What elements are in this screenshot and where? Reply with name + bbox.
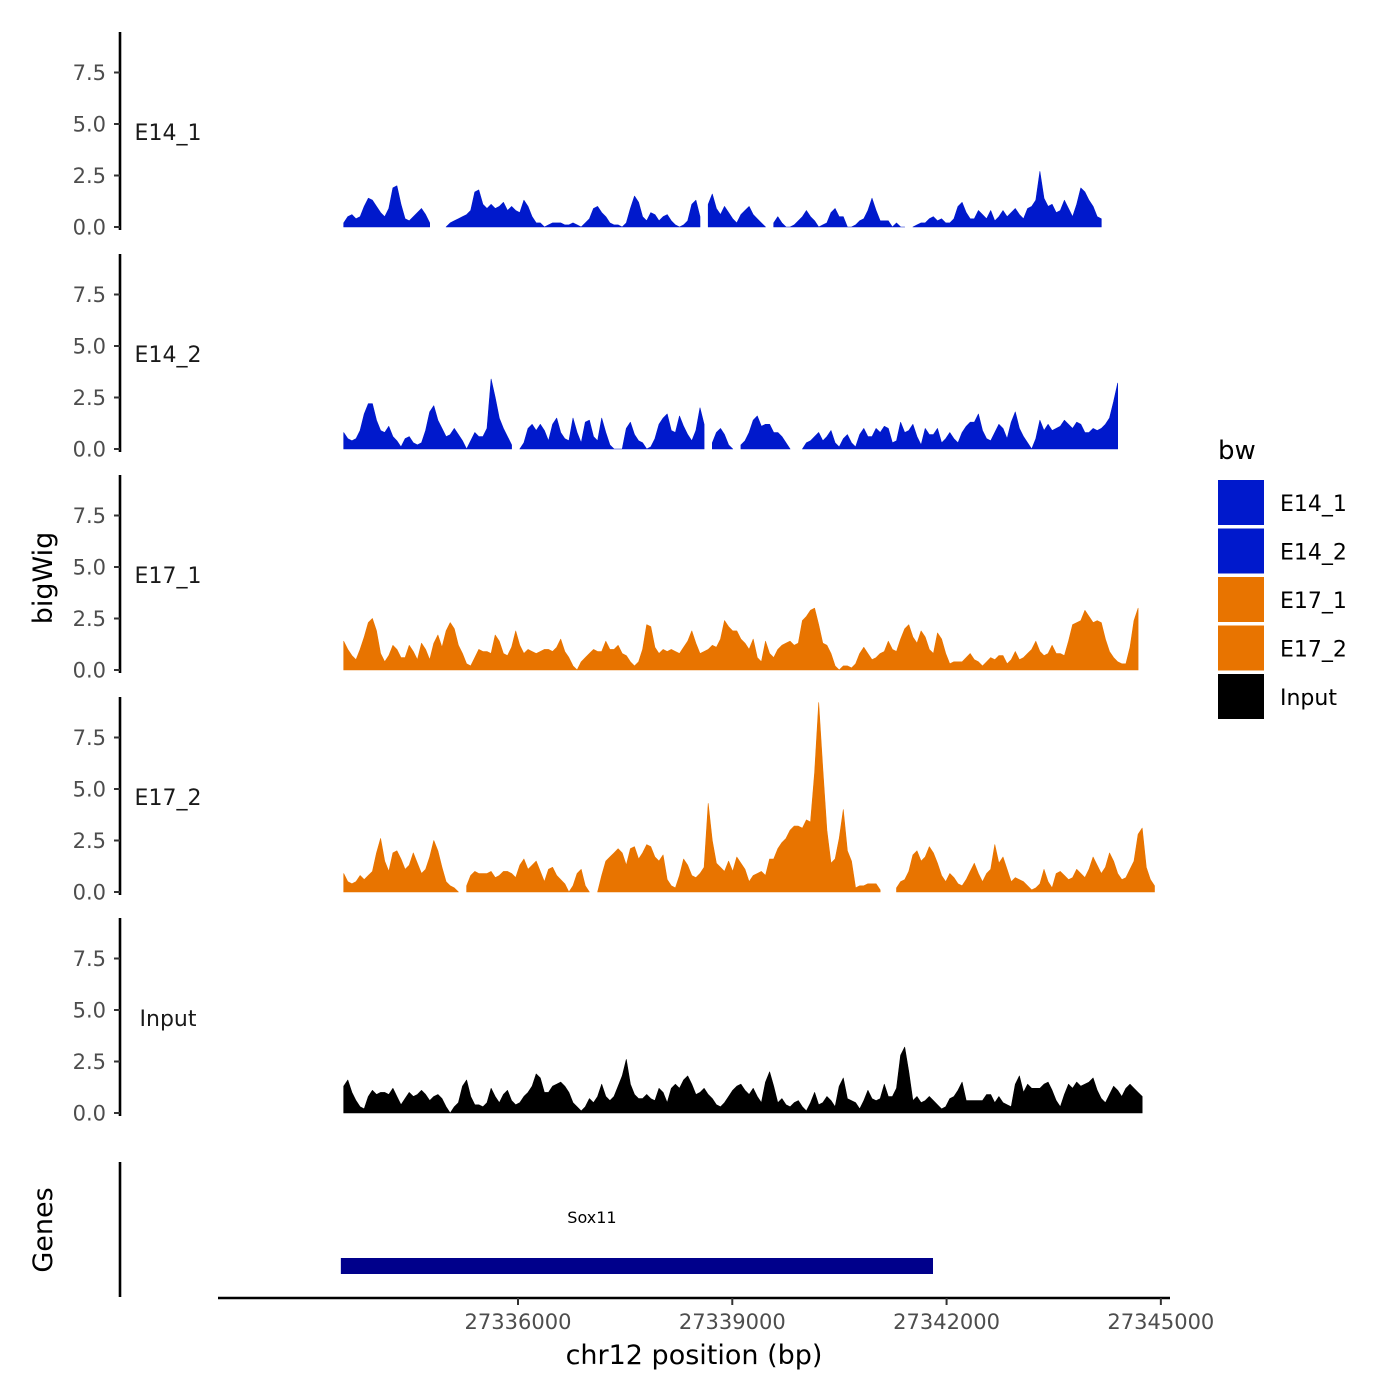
legend-swatch-E14_2: [1218, 528, 1264, 574]
signal-area-E14_1: [343, 185, 430, 228]
y-tick-label: 2.5: [73, 1050, 106, 1074]
legend-swatch-E14_1: [1218, 480, 1264, 525]
track-label-Input: Input: [140, 1007, 197, 1032]
y-tick-label: 2.5: [73, 386, 106, 410]
track-Input: 0.0 2.5 5.0 7.5 Input: [73, 918, 1143, 1126]
y-tick-label: 2.5: [73, 607, 106, 631]
legend-swatch-Input: [1218, 674, 1264, 719]
track-label-E14_2: E14_2: [135, 343, 202, 368]
y-tick-label: 5.0: [73, 778, 106, 802]
y-tick-label: 2.5: [73, 164, 106, 188]
y-tick-label: 2.5: [73, 829, 106, 853]
y-tick-label: 5.0: [73, 335, 106, 359]
x-axis: 27336000 27339000 27342000 27345000: [218, 1296, 1214, 1334]
signal-area-E17_1: [343, 607, 1139, 671]
legend-label-Input: Input: [1280, 686, 1337, 711]
signal-area-E14_2: [802, 382, 1118, 450]
signal-area-E17_2: [343, 838, 459, 893]
gene-body-Sox11: [340, 1258, 933, 1274]
y-tick-label: 0.0: [73, 881, 106, 905]
track-E17_1: 0.0 2.5 5.0 7.5 E17_1: [73, 475, 1139, 683]
signal-area-E17_2: [466, 858, 590, 893]
y-tick-label: 7.5: [73, 947, 106, 971]
legend-title: bw: [1218, 436, 1256, 466]
genes-panel: Sox11: [118, 1162, 933, 1297]
y-tick-label: 0.0: [73, 1102, 106, 1126]
gene-label: Sox11: [567, 1208, 616, 1227]
x-axis-title: chr12 position (bp): [566, 1340, 823, 1371]
y-tick-label: 0.0: [73, 438, 106, 462]
y-tick-label: 7.5: [73, 504, 106, 528]
legend-label-E17_1: E17_1: [1280, 589, 1347, 614]
signal-area-E14_2: [519, 407, 705, 450]
x-tick-label: 27336000: [465, 1310, 572, 1334]
legend-label-E14_2: E14_2: [1280, 541, 1347, 566]
x-tick-label: 27342000: [893, 1310, 1000, 1334]
signal-area-E17_2: [896, 827, 1155, 893]
track-label-E17_1: E17_1: [135, 564, 202, 589]
y-tick-label: 5.0: [73, 113, 106, 137]
legend-label-E17_2: E17_2: [1280, 638, 1347, 663]
signal-area-E14_1: [445, 189, 701, 228]
track-E17_2: 0.0 2.5 5.0 7.5 E17_2: [73, 697, 1155, 905]
genes-axis-title: Genes: [28, 1187, 59, 1272]
track-panels: 0.0 2.5 5.0 7.5 E14_1 0.0 2.5 5.0 7.5 E14_2 0.0 2.5…: [73, 32, 1155, 1126]
y-tick-label: 5.0: [73, 556, 106, 580]
legend-label-E14_1: E14_1: [1280, 492, 1347, 517]
signal-area-E14_1: [707, 193, 766, 228]
legend-swatch-E17_1: [1218, 577, 1264, 622]
track-E14_1: 0.0 2.5 5.0 7.5 E14_1: [73, 32, 1102, 240]
y-tick-label: 7.5: [73, 726, 106, 750]
signal-area-E17_2: [597, 702, 881, 893]
signal-area-E14_2: [740, 415, 791, 450]
y-tick-label: 5.0: [73, 999, 106, 1023]
y-tick-label: 0.0: [73, 216, 106, 240]
y-tick-label: 7.5: [73, 61, 106, 85]
y-axis-title: bigWig: [28, 532, 59, 625]
legend: bw E14_1 E14_2 E17_1 E17_2 Input: [1218, 436, 1347, 719]
signal-area-E14_2: [712, 428, 733, 450]
track-label-E14_1: E14_1: [135, 121, 202, 146]
track-E14_2: 0.0 2.5 5.0 7.5 E14_2: [73, 254, 1118, 462]
y-tick-label: 0.0: [73, 659, 106, 683]
x-tick-label: 27339000: [679, 1310, 786, 1334]
signal-area-E14_1: [773, 197, 905, 228]
signal-area-E14_1: [912, 171, 1102, 228]
signal-area-E14_2: [343, 378, 512, 450]
signal-area-Input: [343, 1046, 1143, 1114]
track-label-E17_2: E17_2: [135, 786, 202, 811]
legend-swatch-E17_2: [1218, 625, 1264, 671]
y-tick-label: 7.5: [73, 283, 106, 307]
x-tick-label: 27345000: [1107, 1310, 1214, 1334]
